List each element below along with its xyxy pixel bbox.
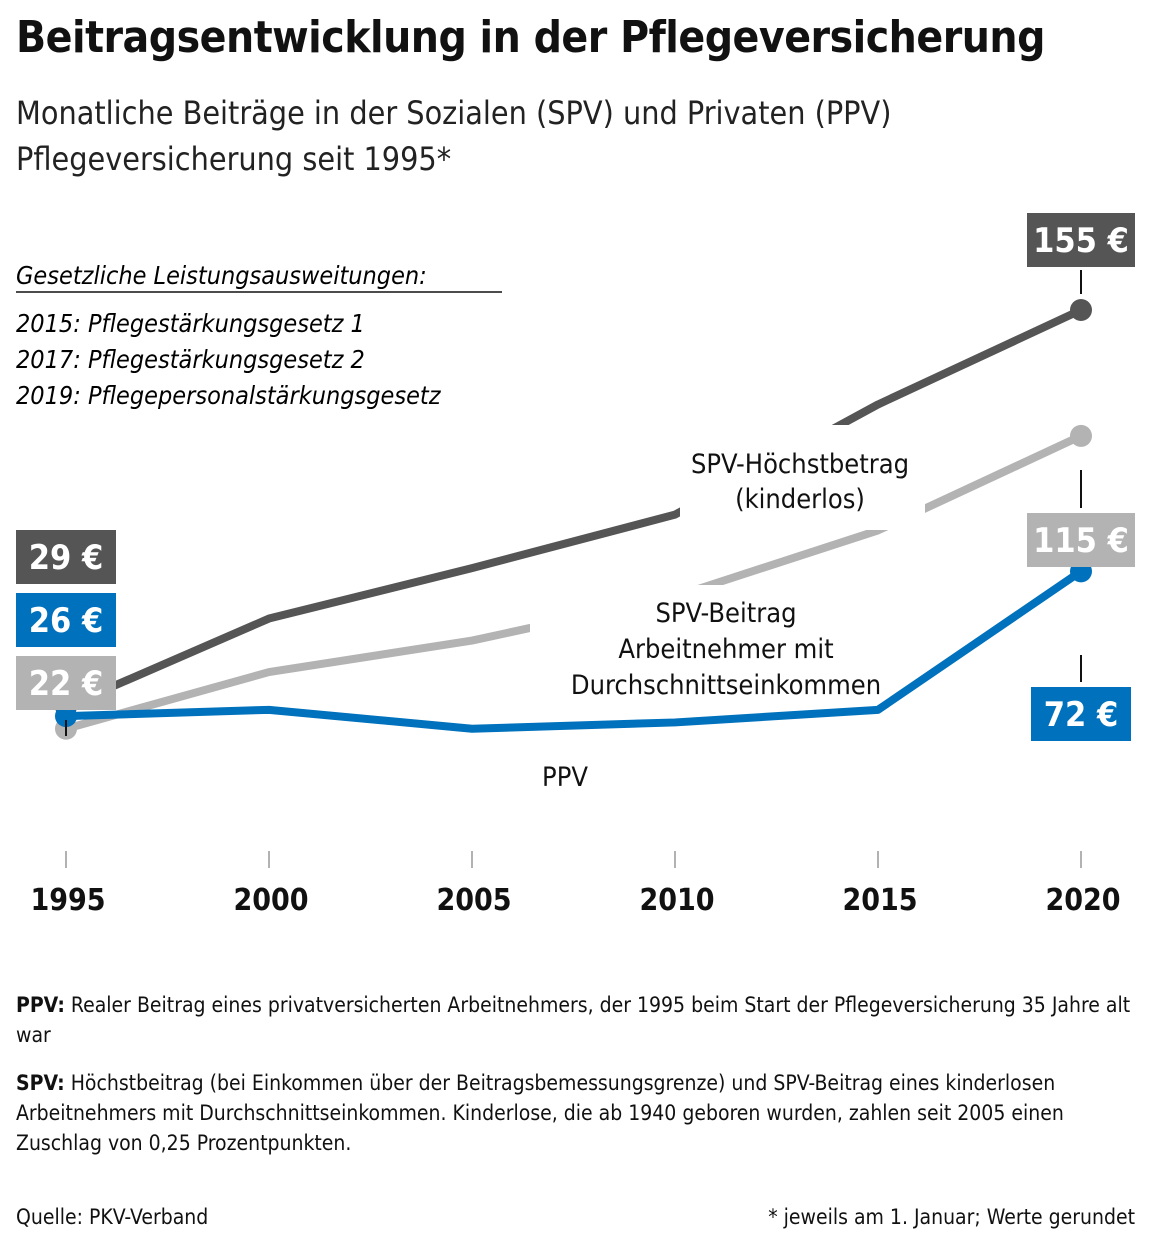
notes-item: 2019: Pflegepersonalstärkungsgesetz [16,381,442,410]
line-chart: Gesetzliche Leistungsausweitungen: 2015:… [16,213,1135,918]
label-mask [680,425,925,530]
point-end-max [1070,299,1092,321]
label-mask [530,585,860,705]
value-badge-max [1027,213,1135,267]
notes-block: Gesetzliche Leistungsausweitungen: 2015:… [16,261,502,410]
date-footnote: * jeweils am 1. Januar; Werte gerundet [768,1205,1135,1229]
footnote-ppv-text: Realer Beitrag eines privatversicherten … [16,993,1131,1047]
footnote-ppv: PPV: Realer Beitrag eines privatversiche… [16,990,1136,1050]
series-layer [62,306,1085,797]
notes-item: 2015: Pflegestärkungsgesetz 1 [16,309,365,338]
x-tick-label: 1995 [30,883,105,918]
label-mask [522,757,606,797]
x-tick-label: 2005 [436,883,511,918]
notes-heading: Gesetzliche Leistungsausweitungen: [16,261,427,290]
value-badge-avg [16,656,116,710]
value-badge-max [16,530,116,584]
footnote-spv: SPV: Höchstbeitrag (bei Einkommen über d… [16,1068,1136,1158]
series-name-avg: SPV-Beitrag [655,598,796,629]
series-name-avg: Durchschnittseinkommen [571,670,881,701]
value-label-max: 155 € [1033,221,1129,261]
value-badge-avg [1027,513,1135,567]
x-tick-label: 2000 [233,883,308,918]
source-note: Quelle: PKV-Verband [16,1205,209,1229]
series-name-max: (kinderlos) [735,484,865,515]
series-line-max [62,306,1085,711]
series-name-max: SPV-Höchstbetrag [691,449,909,480]
footnote-spv-text: Höchstbeitrag (bei Einkommen über der Be… [16,1071,1064,1155]
point-start-ppv [55,705,77,728]
footnote-spv-term: SPV: [16,1071,65,1095]
series-name-avg: Arbeitnehmer mit [618,634,833,665]
footnote-ppv-term: PPV: [16,993,65,1017]
x-tick-label: 2020 [1045,883,1120,918]
chart-subtitle: Monatliche Beiträge in der Sozialen (SPV… [16,94,892,178]
series-line-ppv [62,567,1085,733]
value-label-avg: 115 € [1033,521,1129,561]
chart-title: Beitragsentwicklung in der Pflegeversich… [16,12,1045,63]
x-tick-label: 2015 [842,883,917,918]
notes-item: 2017: Pflegestärkungsgesetz 2 [16,345,365,374]
value-label-ppv: 72 € [1044,695,1119,735]
label-layer: SPV-Höchstbetrag (kinderlos) SPV-Beitrag Ar… [16,213,1135,793]
value-badge-ppv [1031,687,1131,741]
series-name-ppv: PPV [542,762,588,793]
x-tick-label: 2010 [639,883,714,918]
value-label-max: 29 € [29,538,104,578]
point-end-avg [1070,424,1092,447]
value-label-ppv: 26 € [29,601,104,641]
value-badge-ppv [16,593,116,647]
x-axis: 1995 2000 2005 2010 2015 2020 [30,851,1121,918]
value-label-avg: 22 € [29,664,104,704]
